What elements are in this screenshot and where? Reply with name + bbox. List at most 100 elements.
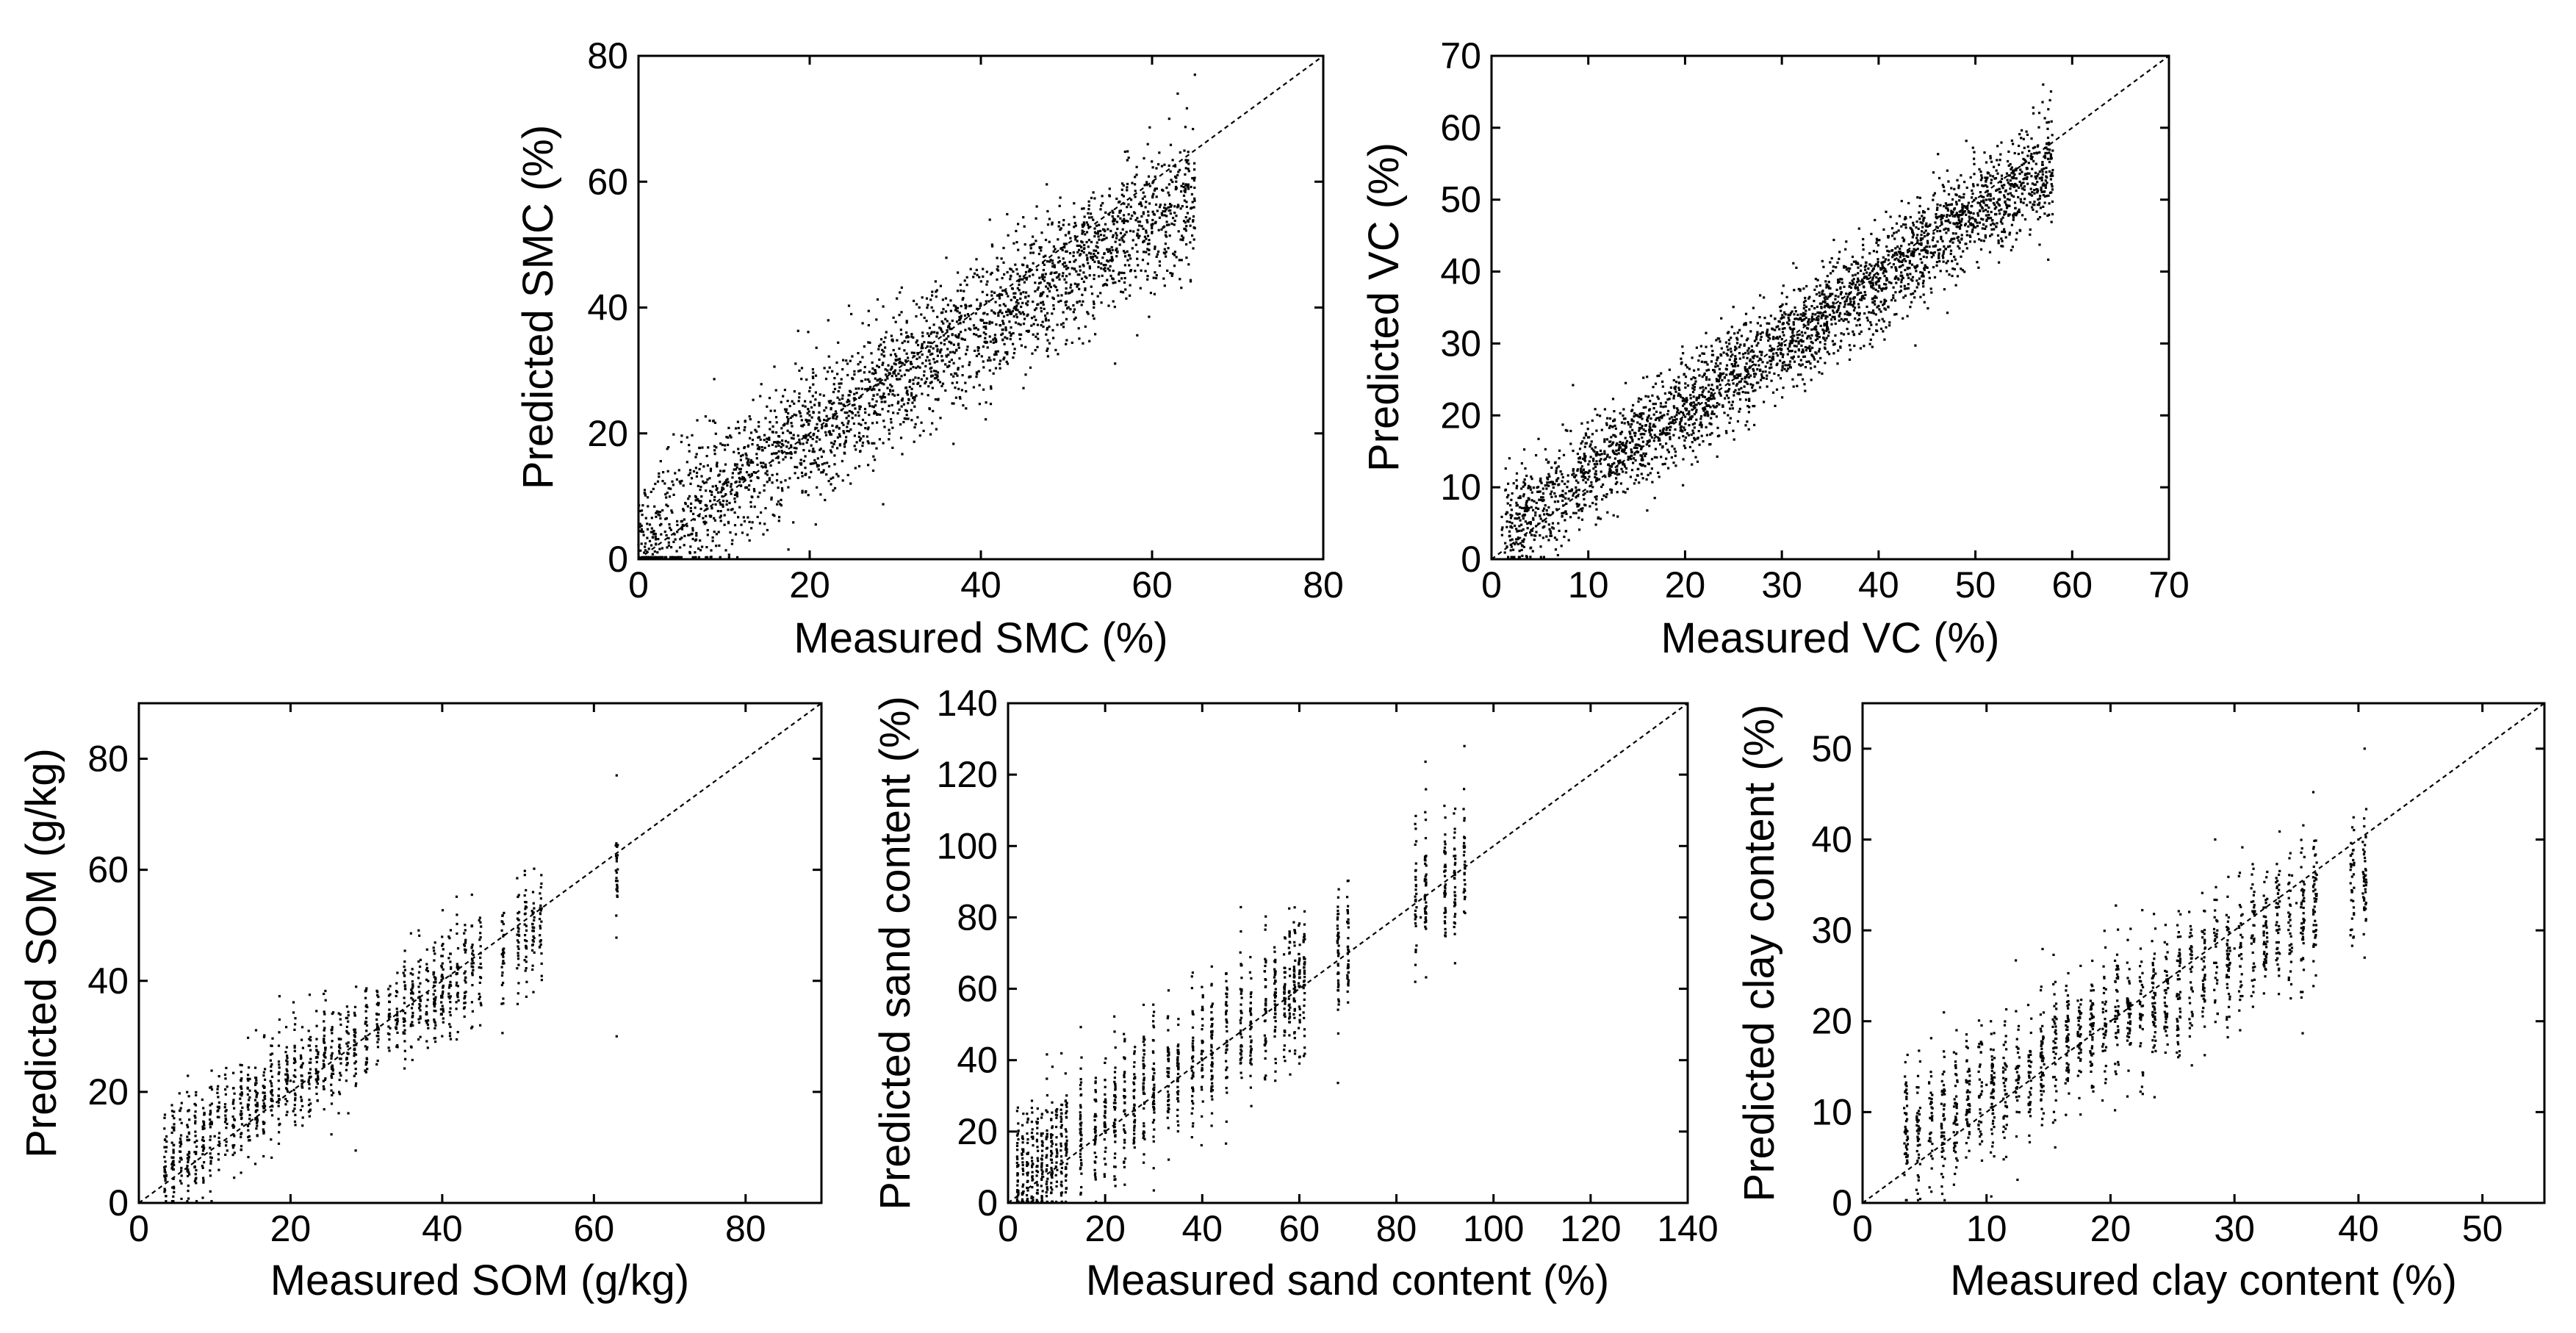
scatter-point [1730, 355, 1733, 358]
scatter-point [869, 386, 872, 389]
scatter-point [1618, 445, 1621, 448]
scatter-point [1132, 230, 1135, 233]
scatter-point [1754, 389, 1757, 392]
scatter-point [2022, 201, 2025, 204]
scatter-point [683, 518, 686, 521]
scatter-point [1592, 449, 1595, 452]
scatter-point [1609, 473, 1612, 477]
panel-vc: Measured VC (%) Predicted VC (%) 0 10 20 30… [1360, 35, 2190, 662]
scatter-point [1868, 342, 1871, 345]
scatter-point [2022, 182, 2025, 184]
scatter-point [790, 456, 793, 459]
scatter-point [1016, 287, 1019, 290]
scatter-point [936, 371, 940, 374]
scatter-point [794, 362, 797, 365]
scatter-point [1067, 306, 1070, 309]
scatter-point [984, 326, 987, 328]
scatter-point [1714, 362, 1718, 365]
scatter-point [1946, 169, 1949, 172]
scatter-point [2033, 145, 2036, 148]
scatter-point [1012, 292, 1015, 295]
scatter-point [1182, 186, 1185, 189]
scatter-point [1517, 536, 1519, 539]
scatter-point [1801, 334, 1804, 337]
scatter-point [902, 420, 905, 423]
scatter-point [1762, 376, 1765, 380]
scatter-point [2034, 162, 2037, 165]
scatter-point [1193, 227, 1196, 230]
scatter-point [1538, 498, 1541, 501]
scatter-point [1680, 361, 1683, 364]
scatter-point [1955, 212, 1958, 215]
scatter-point [1605, 438, 1609, 441]
scatter-point [650, 544, 653, 547]
scatter-point [1005, 310, 1008, 313]
scatter-point [1057, 238, 1059, 241]
scatter-point [1877, 304, 1880, 307]
scatter-point [1185, 201, 1188, 204]
scatter-point [1118, 279, 1120, 282]
scatter-point [2036, 190, 2040, 193]
scatter-point [652, 536, 655, 539]
scatter-point [1070, 283, 1073, 287]
scatter-point [1681, 345, 1684, 348]
scatter-point [982, 275, 985, 278]
scatter-point [2032, 146, 2034, 150]
scatter-point [1562, 453, 1566, 456]
y-tick-label-smc: 20 [587, 413, 628, 454]
scatter-point [876, 393, 879, 396]
scatter-point [749, 500, 752, 503]
scatter-point [1801, 351, 1804, 353]
scatter-point [704, 415, 707, 418]
scatter-point [891, 375, 893, 378]
scatter-point [1545, 458, 1548, 461]
scatter-point [1162, 251, 1165, 254]
scatter-point [1071, 289, 1073, 292]
scatter-point [1673, 406, 1676, 409]
scatter-point [932, 409, 935, 412]
scatter-point [831, 445, 834, 448]
scatter-point [842, 430, 845, 433]
scatter-point [1001, 332, 1004, 335]
scatter-point [859, 369, 862, 372]
scatter-point [1858, 312, 1861, 315]
scatter-point [1845, 292, 1848, 295]
scatter-point [1154, 203, 1158, 206]
scatter-point [2041, 101, 2044, 104]
scatter-point [2044, 157, 2047, 159]
scatter-point [1995, 189, 1998, 192]
scatter-point [897, 373, 900, 376]
scatter-point [2036, 188, 2039, 191]
scatter-point [1052, 307, 1055, 310]
scatter-point [669, 556, 672, 558]
scatter-point [1142, 211, 1145, 214]
scatter-point [1061, 248, 1064, 251]
scatter-point [1847, 312, 1850, 315]
scatter-point [802, 442, 805, 445]
scatter-point [812, 450, 815, 453]
scatter-point [804, 467, 807, 470]
scatter-point [1097, 261, 1100, 265]
scatter-point [1093, 306, 1095, 309]
scatter-point [1934, 221, 1937, 224]
scatter-point [2047, 194, 2050, 197]
scatter-point [692, 512, 695, 515]
scatter-point [1630, 423, 1633, 425]
scatter-point [810, 406, 813, 409]
scatter-point [762, 533, 765, 536]
scatter-point [830, 450, 833, 453]
scatter-point [2045, 166, 2048, 170]
scatter-point [1807, 297, 1810, 300]
scatter-point [1085, 221, 1088, 224]
scatter-point [770, 498, 773, 501]
scatter-point [1977, 266, 1980, 269]
scatter-point [1506, 502, 1509, 505]
scatter-point [1526, 522, 1529, 525]
scatter-point [1823, 324, 1826, 327]
scatter-point [1136, 234, 1139, 237]
scatter-point [944, 317, 947, 320]
scatter-point [1781, 303, 1784, 306]
scatter-point [1182, 220, 1186, 223]
scatter-point [1636, 446, 1638, 450]
scatter-point [1023, 317, 1026, 320]
